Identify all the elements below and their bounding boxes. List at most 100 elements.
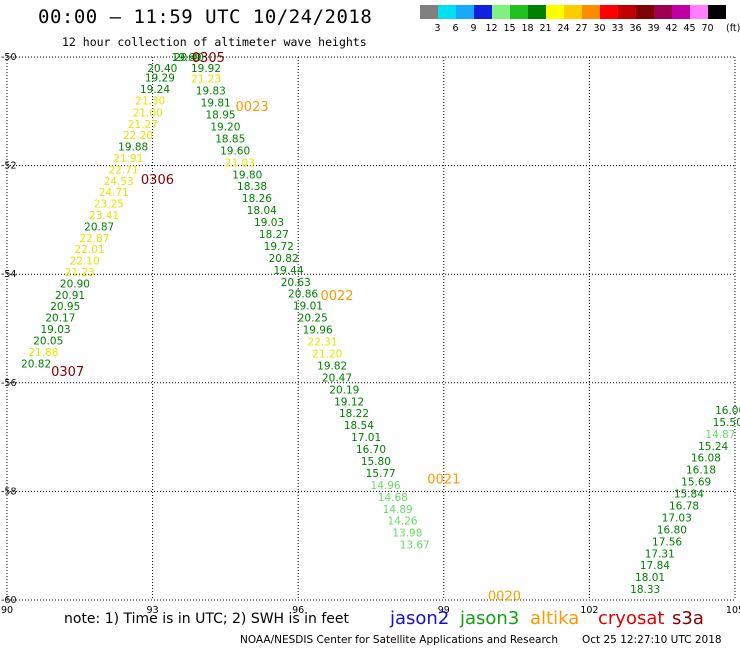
- wave-height-value: 22.71: [108, 164, 138, 176]
- wave-height-value: 14.87: [705, 429, 735, 441]
- color-swatch: [636, 5, 654, 19]
- color-swatch-label: 45: [683, 23, 696, 34]
- wave-height-value: 19.72: [264, 241, 294, 253]
- wave-height-value: 18.95: [206, 110, 236, 122]
- wave-height-value: 16.80: [657, 524, 687, 536]
- wave-height-value: 19.01: [293, 301, 323, 313]
- x-tick-label: 96: [292, 605, 304, 616]
- color-swatch-label: 42: [665, 23, 678, 34]
- wave-height-value: 21.91: [113, 153, 143, 165]
- wave-height-value: 17.56: [652, 536, 682, 548]
- y-tick-label: -52: [1, 161, 17, 172]
- wave-height-value: 21.00: [133, 107, 163, 119]
- wave-height-value: 22.01: [74, 244, 104, 256]
- wave-height-value: 19.88: [118, 142, 148, 154]
- wave-height-value: 22.20: [123, 130, 153, 142]
- x-tick-label: 93: [147, 605, 159, 616]
- color-swatch-label: 27: [575, 23, 588, 34]
- wave-height-value: 18.54: [344, 420, 374, 432]
- wave-height-value: 14.68: [378, 492, 408, 504]
- wave-height-value: 19.03: [254, 217, 284, 229]
- wave-height-value: 20.17: [45, 313, 75, 325]
- wave-height-value: 20.82: [269, 253, 299, 265]
- wave-height-value: 21.23: [65, 267, 95, 279]
- wave-height-value: 18.26: [242, 193, 272, 205]
- wave-height-value: 19.24: [140, 84, 170, 96]
- color-swatch: [528, 5, 546, 19]
- color-swatch: [510, 5, 528, 19]
- wave-height-value: 17.03: [662, 512, 692, 524]
- y-tick-label: -58: [1, 486, 17, 497]
- wave-height-value: 14.96: [371, 480, 401, 492]
- wave-height-value: 16.08: [691, 453, 721, 465]
- wave-height-value: 20.86: [288, 289, 318, 301]
- wave-height-value: 20.95: [50, 301, 80, 313]
- color-swatch: [546, 5, 564, 19]
- wave-height-value: 19.03: [41, 324, 71, 336]
- credit-line: NOAA/NESDIS Center for Satellite Applica…: [240, 634, 558, 646]
- wave-height-value: 24.71: [99, 187, 129, 199]
- wave-height-value: 18.38: [237, 181, 267, 193]
- wave-height-value: 19.82: [317, 360, 347, 372]
- pass-time-label: 0307: [51, 365, 84, 380]
- color-swatch-label: 70: [701, 23, 714, 34]
- wave-height-value: 16.78: [669, 501, 699, 513]
- pass-time-label: 0306: [141, 173, 174, 188]
- wave-height-value: 14.26: [388, 516, 418, 528]
- wave-height-value: 19.96: [303, 325, 333, 337]
- footer-note: note: 1) Time is in UTC; 2) SWH is in fe…: [64, 611, 350, 627]
- wave-height-value: 20.40: [174, 52, 204, 64]
- color-scale-unit: (ft): [726, 23, 740, 34]
- legend-s3a: s3a: [672, 608, 704, 629]
- color-swatch: [654, 5, 672, 19]
- pass-time-label: 0023: [236, 100, 269, 115]
- wave-height-value: 23.41: [89, 210, 119, 222]
- wave-height-value: 20.90: [60, 278, 90, 290]
- wave-height-value: 20.05: [33, 335, 63, 347]
- wave-height-value: 21.27: [128, 119, 158, 131]
- y-tick-label: -56: [1, 378, 17, 389]
- wave-height-value: 21.23: [191, 74, 221, 86]
- wave-height-value: 19.81: [201, 98, 231, 110]
- wave-height-value: 20.63: [281, 277, 311, 289]
- color-swatch-label: 39: [647, 23, 660, 34]
- wave-height-value: 20.87: [84, 221, 114, 233]
- color-swatch-label: 15: [503, 23, 516, 34]
- wave-height-value: 15.80: [361, 456, 391, 468]
- wave-height-value: 14.89: [383, 504, 413, 516]
- legend-jason2: jason2: [390, 608, 450, 629]
- generated-timestamp: Oct 25 12:27:10 UTC 2018: [582, 634, 722, 646]
- color-swatch: [582, 5, 600, 19]
- pass-time-label: 0022: [320, 289, 353, 304]
- color-swatch: [492, 5, 510, 19]
- color-swatch: [438, 5, 456, 19]
- wave-height-value: 20.47: [322, 372, 352, 384]
- color-swatch-label: 12: [485, 23, 498, 34]
- wave-height-value: 20.25: [298, 313, 328, 325]
- color-swatch-label: 21: [539, 23, 552, 34]
- color-swatch: [672, 5, 690, 19]
- pass-time-label: 0020: [488, 590, 521, 605]
- color-swatch-label: 24: [557, 23, 570, 34]
- wave-height-value: 15.50: [713, 417, 740, 429]
- wave-height-value: 19.92: [191, 63, 221, 75]
- wave-height-value: 13.98: [392, 528, 422, 540]
- x-tick-label: 105: [726, 605, 740, 616]
- chart-subtitle: 12 hour collection of altimeter wave hei…: [62, 35, 367, 49]
- wave-height-value: 17.31: [645, 548, 675, 560]
- wave-height-value: 21.03: [225, 157, 255, 169]
- color-swatch-label: 36: [629, 23, 642, 34]
- wave-height-value: 19.12: [334, 396, 364, 408]
- x-tick-label: 99: [438, 605, 450, 616]
- wave-height-value: 17.01: [351, 432, 381, 444]
- wave-height-value: 15.24: [698, 441, 728, 453]
- color-swatch: [474, 5, 492, 19]
- color-swatch: [600, 5, 618, 19]
- wave-height-value: 20.19: [329, 384, 359, 396]
- legend-jason3: jason3: [460, 608, 520, 629]
- wave-height-value: 19.60: [220, 145, 250, 157]
- color-swatch: [420, 5, 438, 19]
- color-swatch: [456, 5, 474, 19]
- x-tick-label: 102: [580, 605, 598, 616]
